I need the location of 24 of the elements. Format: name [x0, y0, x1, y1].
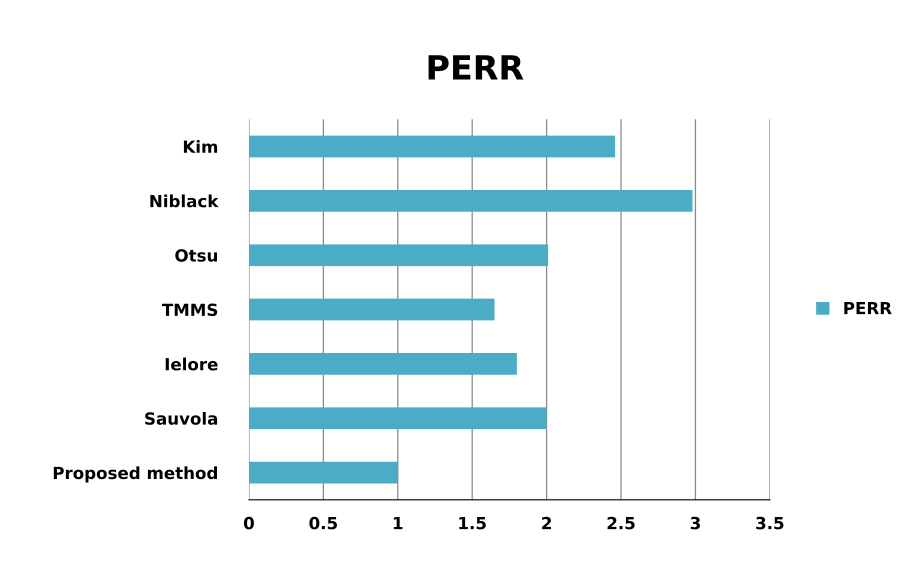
bar	[248, 136, 616, 158]
y-tick-label: TMMS	[162, 304, 218, 316]
x-tick-label: 1	[394, 517, 402, 530]
x-tick-label: 0.5	[309, 516, 337, 530]
x-tick-label: 0	[244, 516, 254, 530]
x-tick-label: 3	[690, 516, 700, 530]
bar	[248, 353, 517, 375]
y-tick-label: Otsu	[175, 249, 217, 262]
legend-label: PERR	[844, 302, 892, 314]
chart-title: PERR	[428, 55, 524, 80]
bar	[248, 244, 548, 266]
bar	[248, 407, 547, 430]
y-tick-label: Sauvola	[145, 412, 218, 425]
x-tick-label: 1.5	[459, 517, 486, 530]
x-tick-label: 3.5	[756, 516, 784, 530]
x-tick-label: 2	[542, 516, 551, 530]
y-tick-label: Kim	[184, 140, 218, 153]
bar	[248, 190, 692, 212]
y-tick-label: Ielore	[166, 358, 218, 370]
bar	[248, 298, 495, 320]
y-tick-label: Niblack	[150, 194, 219, 208]
x-tick-label: 2.5	[608, 516, 635, 530]
bar	[248, 462, 398, 484]
y-tick-label: Proposed method	[54, 466, 217, 482]
